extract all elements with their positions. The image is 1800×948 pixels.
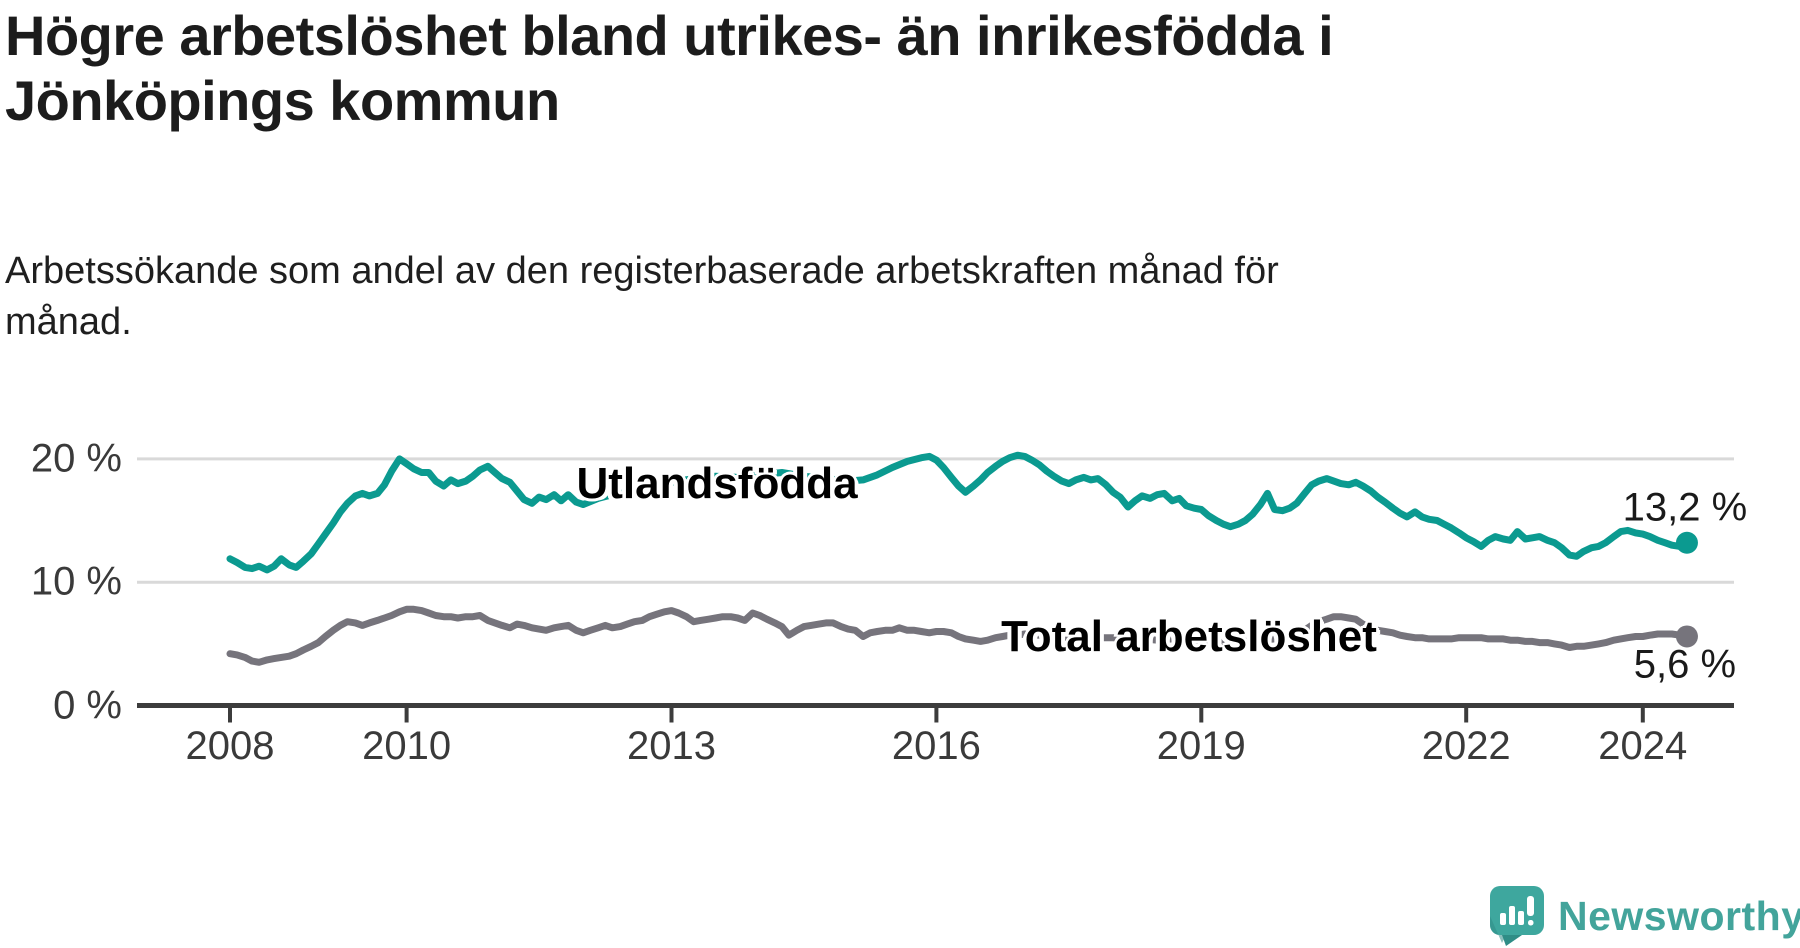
chart-subtitle: Arbetssökande som andel av den registerb… [5,250,1279,344]
x-tick-label: 2008 [185,724,275,768]
x-tick-label: 2022 [1421,724,1511,768]
end-point-dot-1 [1675,625,1698,648]
y-tick-label: 0 % [53,683,122,727]
series-label-total-arbetsloshet: Total arbetslöshet [1001,612,1377,661]
end-point-dot-0 [1675,531,1698,554]
newsworthy-bubble-chart-icon [1490,886,1544,946]
y-tick-label: 10 % [30,559,122,604]
y-tick-label: 20 % [30,436,122,481]
data-line-0 [226,451,1691,574]
newsworthy-wordmark: Newsworthy [1558,892,1800,939]
x-tick-label: 2016 [891,724,981,768]
data-line-1 [226,605,1691,666]
x-tick-label: 2019 [1156,724,1246,768]
newsworthy-logo: Newsworthy [1490,886,1800,946]
series-label-utlandsfodda: Utlandsfödda [576,459,858,508]
page-title: Högre arbetslöshet bland utrikes- än inr… [5,4,1334,132]
end-value-label-total: 5,6 % [1633,642,1737,687]
x-tick-label: 2013 [627,724,716,768]
x-tick-label: 2010 [362,724,452,768]
x-tick-label: 2024 [1598,724,1688,768]
end-value-label-utlandsfodda: 13,2 % [1622,485,1748,530]
